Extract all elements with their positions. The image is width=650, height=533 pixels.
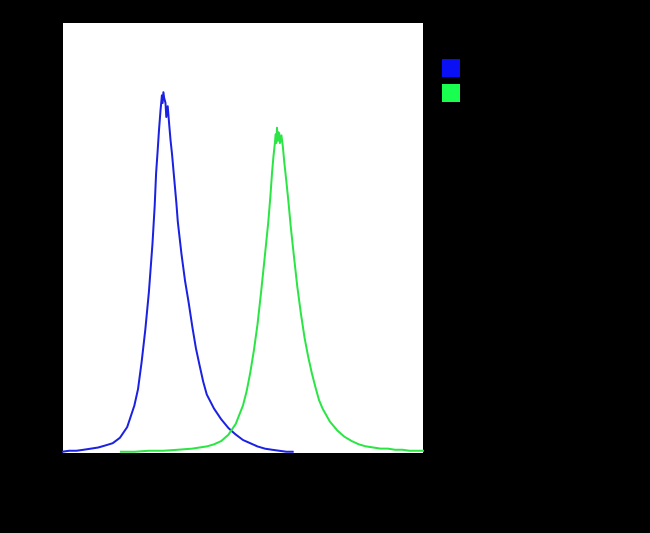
- y-axis-label: Count: [9, 212, 29, 257]
- legend-item-primary: Primary antibody: [440, 81, 616, 104]
- legend-label-primary: Primary antibody: [466, 81, 616, 103]
- flow-cytometry-histogram: FITC-A Count 102103104105106107 0200400 …: [0, 0, 650, 533]
- legend: Isotype control Primary antibody: [440, 56, 616, 104]
- legend-item-isotype: Isotype control: [440, 56, 616, 79]
- legend-swatch-isotype: [440, 57, 462, 79]
- legend-swatch-primary: [440, 82, 462, 104]
- x-axis-label: FITC-A: [215, 482, 270, 502]
- legend-label-isotype: Isotype control: [466, 56, 596, 78]
